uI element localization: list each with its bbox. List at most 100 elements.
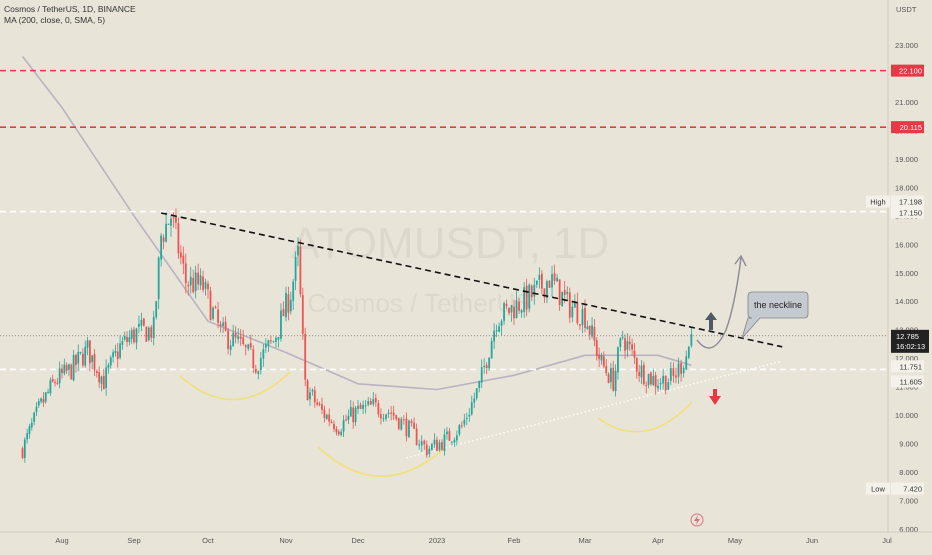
candle <box>325 413 328 420</box>
time-tick: Aug <box>55 536 68 545</box>
candle <box>277 337 280 348</box>
tag-20115: 20.115 <box>891 121 924 134</box>
candle <box>109 355 112 369</box>
candle <box>33 411 36 426</box>
candle <box>645 381 648 394</box>
candle <box>533 277 536 305</box>
candle <box>581 305 584 334</box>
candle <box>600 352 603 365</box>
candle <box>239 328 242 346</box>
candle <box>126 331 128 347</box>
candle <box>377 399 380 418</box>
candle <box>287 286 290 321</box>
candle <box>56 378 59 385</box>
candle <box>367 397 370 407</box>
candle <box>354 406 357 426</box>
price-tick: 9.000 <box>899 440 918 449</box>
candle <box>523 282 526 319</box>
candle <box>659 377 662 391</box>
candle <box>301 287 304 340</box>
candle <box>112 349 114 363</box>
candle <box>405 412 408 442</box>
time-tick: 2023 <box>429 536 446 545</box>
candle <box>425 440 428 458</box>
candle <box>294 251 297 291</box>
candle <box>107 363 110 374</box>
candle <box>123 331 126 342</box>
candle <box>42 392 45 407</box>
candle <box>244 344 247 356</box>
candle <box>478 380 481 393</box>
candle <box>47 388 49 394</box>
price-scale[interactable] <box>888 0 932 550</box>
candle <box>448 428 451 441</box>
price-tick: 21.000 <box>895 98 918 107</box>
candle <box>333 420 335 432</box>
candle <box>518 298 520 315</box>
candle <box>234 326 237 344</box>
indicator-line: MA (200, close, 0, SMA, 5) <box>4 15 106 25</box>
candle <box>100 375 103 392</box>
candle <box>408 419 410 438</box>
candle <box>321 397 323 415</box>
candle <box>257 370 260 380</box>
candle <box>227 328 230 355</box>
symbol-line: Cosmos / TetherUS, 1D, BINANCE <box>4 4 136 14</box>
candle <box>528 283 531 313</box>
candle <box>267 339 270 352</box>
candle <box>162 234 165 250</box>
candle <box>458 423 461 437</box>
candle <box>219 321 222 333</box>
candle <box>490 337 493 359</box>
candle <box>204 278 207 296</box>
candle <box>441 439 443 451</box>
candle <box>77 344 80 372</box>
candle <box>119 335 121 360</box>
candle <box>82 348 84 368</box>
candle <box>79 351 82 355</box>
price-tick: 19.000 <box>895 155 918 164</box>
candle <box>309 387 311 406</box>
candle <box>628 335 631 351</box>
candle <box>84 340 87 368</box>
candle <box>556 273 559 282</box>
candle <box>631 338 633 356</box>
candle <box>515 291 518 319</box>
candle <box>369 397 372 405</box>
candle <box>436 436 438 452</box>
candle <box>579 323 581 330</box>
candle <box>657 379 659 392</box>
candle <box>209 286 212 321</box>
candle <box>460 421 463 429</box>
candle <box>51 374 54 383</box>
candle <box>49 377 52 396</box>
candle <box>70 363 73 380</box>
candle <box>175 208 177 230</box>
candle <box>340 428 343 437</box>
candle <box>157 256 160 310</box>
time-axis[interactable] <box>0 532 932 550</box>
candle <box>349 400 352 417</box>
candle <box>680 359 682 382</box>
candle <box>568 287 571 323</box>
time-tick: Jun <box>806 536 818 545</box>
candle <box>423 439 426 450</box>
candle <box>650 371 652 387</box>
candle <box>374 393 377 407</box>
candle <box>199 268 202 290</box>
svg-text:Low: Low <box>871 485 885 494</box>
candle <box>37 398 40 408</box>
candle <box>155 300 158 320</box>
candle <box>121 336 124 350</box>
candle <box>635 356 638 379</box>
candle <box>605 359 608 377</box>
candle <box>573 294 576 308</box>
events-icon[interactable] <box>690 513 704 527</box>
low-tag: Low <box>866 482 890 495</box>
candle <box>179 245 182 265</box>
candle <box>525 278 528 317</box>
svg-text:11.605: 11.605 <box>900 377 922 386</box>
candle <box>214 305 217 309</box>
